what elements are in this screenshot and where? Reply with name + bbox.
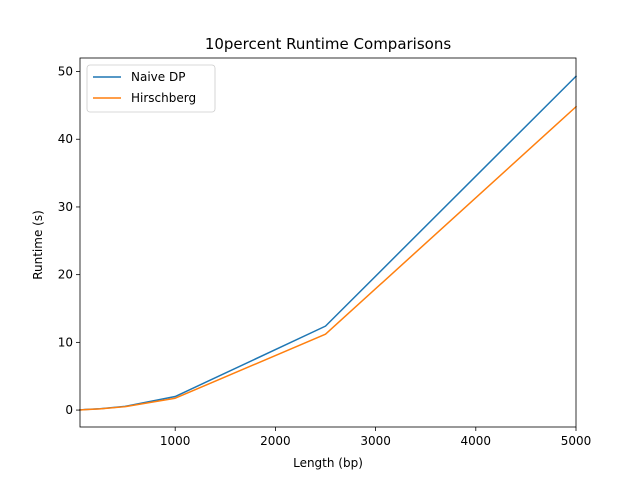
plot-background bbox=[80, 58, 576, 427]
y-tick-label: 0 bbox=[65, 403, 73, 417]
y-axis-label: Runtime (s) bbox=[31, 210, 45, 280]
axes: 1000 2000 3000 4000 5000 0 10 20 30 40 50 bbox=[58, 57, 592, 448]
series-line-2 bbox=[79, 105, 578, 411]
x-tick-label: 1000 bbox=[160, 434, 191, 448]
y-tick-label: 40 bbox=[58, 132, 73, 146]
y-tick-label: 10 bbox=[58, 335, 73, 349]
y-tick-label: 20 bbox=[58, 268, 73, 282]
chart-title: 10percent Runtime Comparisons bbox=[205, 35, 452, 53]
plot-area bbox=[79, 58, 578, 427]
legend-label-2: Hirschberg bbox=[131, 91, 196, 105]
x-tick-label: 2000 bbox=[260, 434, 291, 448]
axes-frame bbox=[79, 57, 577, 428]
x-tick-label: 3000 bbox=[360, 434, 391, 448]
legend-label-1: Naive DP bbox=[131, 70, 185, 84]
x-axis-label: Length (bp) bbox=[293, 456, 363, 470]
y-tick-label: 30 bbox=[58, 200, 73, 214]
y-tick-label: 50 bbox=[58, 65, 73, 79]
legend: Naive DP Hirschberg bbox=[86, 64, 216, 113]
x-tick-label: 5000 bbox=[561, 434, 592, 448]
x-tick-label: 4000 bbox=[461, 434, 492, 448]
